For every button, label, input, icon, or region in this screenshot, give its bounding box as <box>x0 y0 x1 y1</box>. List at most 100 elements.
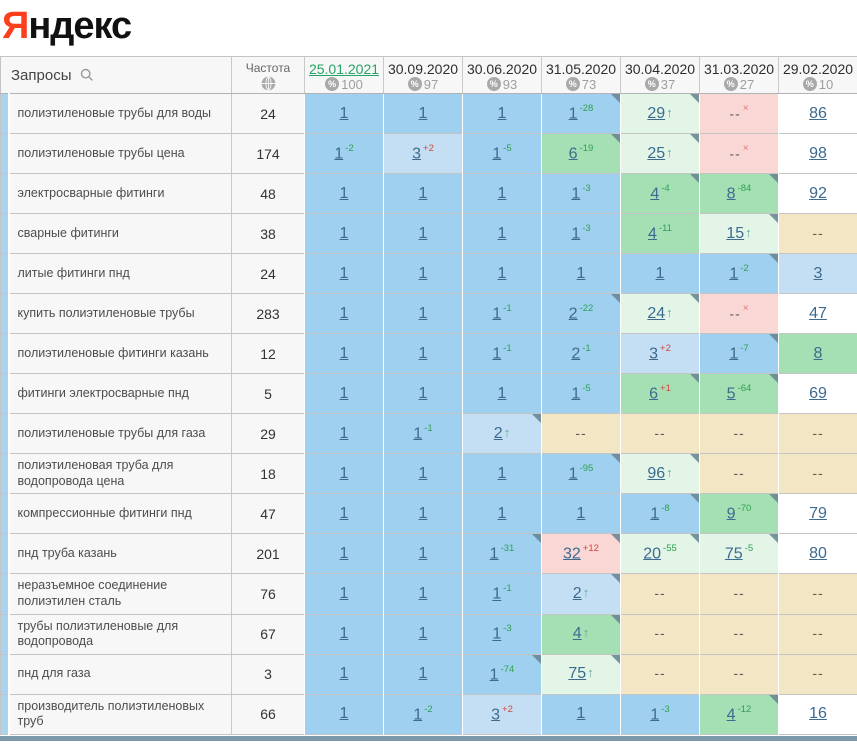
position-link[interactable]: 29 <box>647 104 666 122</box>
position-link[interactable]: 1 <box>418 504 428 522</box>
position-link[interactable]: 1 <box>576 504 586 522</box>
position-link[interactable]: 1 <box>418 344 428 362</box>
position-link[interactable]: 1 <box>568 105 578 123</box>
position-link[interactable]: 1 <box>339 304 349 322</box>
position-link[interactable]: 5 <box>726 385 736 403</box>
position-link[interactable]: 24 <box>647 304 666 322</box>
position-link[interactable]: 1 <box>418 625 428 643</box>
position-link[interactable]: 92 <box>809 184 827 202</box>
position-link[interactable]: 1 <box>729 345 739 363</box>
date-column-header-5[interactable]: 31.03.2020% 27 <box>699 56 779 94</box>
position-link[interactable]: 1 <box>497 264 507 282</box>
position-link[interactable]: 1 <box>418 665 428 683</box>
position-link[interactable]: 1 <box>418 544 428 562</box>
position-link[interactable]: 1 <box>492 345 502 363</box>
position-link[interactable]: 69 <box>809 384 827 402</box>
position-link[interactable]: 20 <box>643 545 662 563</box>
position-link[interactable]: 8 <box>813 344 823 362</box>
position-link[interactable]: 1 <box>334 145 344 163</box>
position-link[interactable]: 1 <box>492 145 502 163</box>
position-link[interactable]: 1 <box>339 384 349 402</box>
position-link[interactable]: 1 <box>418 104 428 122</box>
position-link[interactable]: 75 <box>724 545 743 563</box>
position-link[interactable]: 4 <box>650 185 660 203</box>
position-link[interactable]: 1 <box>568 465 578 483</box>
position-link[interactable]: 2 <box>568 305 578 323</box>
position-link[interactable]: 1 <box>497 464 507 482</box>
date-column-header-6[interactable]: 29.02.2020% 10 <box>778 56 857 94</box>
position-link[interactable]: 1 <box>497 224 507 242</box>
position-link[interactable]: 9 <box>726 505 736 523</box>
position-link[interactable]: 3 <box>649 345 659 363</box>
position-link[interactable]: 1 <box>339 344 349 362</box>
position-link[interactable]: 1 <box>571 385 581 403</box>
position-link[interactable]: 15 <box>726 224 745 242</box>
search-icon[interactable] <box>80 68 94 82</box>
position-link[interactable]: 1 <box>650 706 660 724</box>
position-link[interactable]: 3 <box>412 145 422 163</box>
position-link[interactable]: 1 <box>339 264 349 282</box>
position-link[interactable]: 1 <box>729 265 739 283</box>
position-link[interactable]: 1 <box>650 505 660 523</box>
position-link[interactable]: 1 <box>418 184 428 202</box>
position-link[interactable]: 1 <box>489 545 499 563</box>
position-link[interactable]: 1 <box>492 585 502 603</box>
position-link[interactable]: 1 <box>339 584 349 602</box>
position-link[interactable]: 96 <box>647 464 666 482</box>
position-link[interactable]: 86 <box>809 104 827 122</box>
position-link[interactable]: 1 <box>339 424 349 442</box>
position-link[interactable]: 1 <box>339 184 349 202</box>
position-link[interactable]: 1 <box>339 464 349 482</box>
position-link[interactable]: 1 <box>413 425 423 443</box>
position-link[interactable]: 4 <box>572 625 582 643</box>
date-column-header-0[interactable]: 25.01.2021% 100 <box>304 56 384 94</box>
position-link[interactable]: 2 <box>571 345 581 363</box>
position-link[interactable]: 1 <box>576 264 586 282</box>
position-link[interactable]: 6 <box>649 385 659 403</box>
position-link[interactable]: 4 <box>726 706 736 724</box>
position-link[interactable]: 98 <box>809 144 827 162</box>
position-link[interactable]: 1 <box>339 544 349 562</box>
position-link[interactable]: 75 <box>568 665 587 683</box>
date-column-header-2[interactable]: 30.06.2020% 93 <box>462 56 542 94</box>
position-link[interactable]: 3 <box>813 264 823 282</box>
position-link[interactable]: 1 <box>339 224 349 242</box>
position-link[interactable]: 3 <box>491 706 501 724</box>
position-link[interactable]: 47 <box>809 304 827 322</box>
position-link[interactable]: 1 <box>418 384 428 402</box>
yandex-logo[interactable]: Яндекс <box>2 5 132 48</box>
position-link[interactable]: 1 <box>418 584 428 602</box>
position-link[interactable]: 1 <box>339 705 349 723</box>
position-link[interactable]: 1 <box>418 264 428 282</box>
position-link[interactable]: 32 <box>563 545 581 563</box>
position-link[interactable]: 1 <box>489 665 499 683</box>
position-link[interactable]: 1 <box>497 504 507 522</box>
position-link[interactable]: 16 <box>809 705 827 723</box>
position-link[interactable]: 1 <box>497 384 507 402</box>
position-link[interactable]: 6 <box>568 145 578 163</box>
position-link[interactable]: 1 <box>492 625 502 643</box>
date-column-header-4[interactable]: 30.04.2020% 37 <box>620 56 700 94</box>
position-link[interactable]: 1 <box>339 665 349 683</box>
position-link[interactable]: 4 <box>648 225 657 243</box>
date-column-header-1[interactable]: 30.09.2020% 97 <box>383 56 463 94</box>
position-link[interactable]: 1 <box>418 464 428 482</box>
position-link[interactable]: 79 <box>809 504 827 522</box>
position-link[interactable]: 25 <box>647 144 666 162</box>
position-link[interactable]: 1 <box>339 625 349 643</box>
position-link[interactable]: 1 <box>339 504 349 522</box>
position-link[interactable]: 1 <box>576 705 586 723</box>
position-link[interactable]: 1 <box>571 225 581 243</box>
position-link[interactable]: 1 <box>413 706 423 724</box>
position-link[interactable]: 80 <box>809 544 827 562</box>
date-column-header-3[interactable]: 31.05.2020% 73 <box>541 56 621 94</box>
position-link[interactable]: 1 <box>492 305 502 323</box>
position-link[interactable]: 1 <box>418 304 428 322</box>
position-link[interactable]: 1 <box>497 184 507 202</box>
position-link[interactable]: 1 <box>497 104 507 122</box>
position-link[interactable]: 1 <box>339 104 349 122</box>
position-link[interactable]: 8 <box>726 185 736 203</box>
position-link[interactable]: 1 <box>571 185 581 203</box>
position-link[interactable]: 2 <box>572 584 582 602</box>
position-link[interactable]: 1 <box>418 224 428 242</box>
